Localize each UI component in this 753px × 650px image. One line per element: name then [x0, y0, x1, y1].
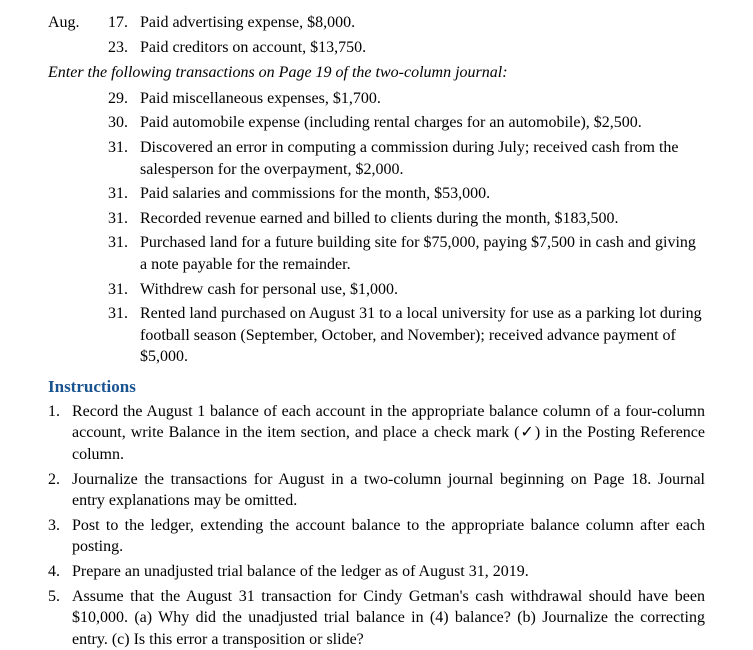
- day-label: 31.: [98, 303, 134, 325]
- transaction-text: Recorded revenue earned and billed to cl…: [134, 208, 705, 230]
- instruction-text: Prepare an unadjusted trial balance of t…: [72, 561, 705, 583]
- transaction-row: 31. Recorded revenue earned and billed t…: [48, 208, 705, 230]
- day-label: 31.: [98, 208, 134, 230]
- instruction-item: 4. Prepare an unadjusted trial balance o…: [48, 561, 705, 583]
- transaction-row: 31. Discovered an error in computing a c…: [48, 137, 705, 180]
- transaction-text: Paid advertising expense, $8,000.: [134, 12, 705, 34]
- transaction-row: 31. Purchased land for a future building…: [48, 232, 705, 275]
- page-instruction: Enter the following transactions on Page…: [48, 62, 705, 84]
- day-label: 17.: [98, 12, 134, 34]
- instruction-item: 1. Record the August 1 balance of each a…: [48, 401, 705, 466]
- transaction-row: 29. Paid miscellaneous expenses, $1,700.: [48, 88, 705, 110]
- instruction-number: 2.: [48, 469, 72, 491]
- instruction-number: 3.: [48, 515, 72, 537]
- transaction-row: 23. Paid creditors on account, $13,750.: [48, 37, 705, 59]
- transactions-section-2: 29. Paid miscellaneous expenses, $1,700.…: [48, 88, 705, 368]
- transaction-row: 31. Rented land purchased on August 31 t…: [48, 303, 705, 368]
- instruction-item: 2. Journalize the transactions for Augus…: [48, 469, 705, 512]
- transaction-row: 30. Paid automobile expense (including r…: [48, 112, 705, 134]
- instruction-text: Post to the ledger, extending the accoun…: [72, 515, 705, 558]
- transaction-text: Paid salaries and commissions for the mo…: [134, 183, 705, 205]
- transaction-text: Purchased land for a future building sit…: [134, 232, 705, 275]
- day-label: 31.: [98, 232, 134, 254]
- instruction-text: Record the August 1 balance of each acco…: [72, 401, 705, 466]
- transaction-text: Withdrew cash for personal use, $1,000.: [134, 279, 705, 301]
- instruction-text: Assume that the August 31 transaction fo…: [72, 586, 705, 650]
- instruction-text: Journalize the transactions for August i…: [72, 469, 705, 512]
- transactions-section-1: Aug. 17. Paid advertising expense, $8,00…: [48, 12, 705, 58]
- instructions-list: 1. Record the August 1 balance of each a…: [48, 401, 705, 650]
- day-label: 29.: [98, 88, 134, 110]
- day-label: 31.: [98, 137, 134, 159]
- transaction-row: Aug. 17. Paid advertising expense, $8,00…: [48, 12, 705, 34]
- instruction-item: 5. Assume that the August 31 transaction…: [48, 586, 705, 650]
- transaction-text: Paid miscellaneous expenses, $1,700.: [134, 88, 705, 110]
- day-label: 31.: [98, 279, 134, 301]
- transaction-row: 31. Paid salaries and commissions for th…: [48, 183, 705, 205]
- transaction-text: Paid creditors on account, $13,750.: [134, 37, 705, 59]
- day-label: 23.: [98, 37, 134, 59]
- day-label: 30.: [98, 112, 134, 134]
- instruction-item: 3. Post to the ledger, extending the acc…: [48, 515, 705, 558]
- transaction-text: Paid automobile expense (including renta…: [134, 112, 705, 134]
- transaction-row: 31. Withdrew cash for personal use, $1,0…: [48, 279, 705, 301]
- day-label: 31.: [98, 183, 134, 205]
- transaction-text: Discovered an error in computing a commi…: [134, 137, 705, 180]
- instruction-number: 1.: [48, 401, 72, 423]
- transaction-text: Rented land purchased on August 31 to a …: [134, 303, 705, 368]
- instructions-heading: Instructions: [48, 376, 705, 399]
- instruction-number: 4.: [48, 561, 72, 583]
- month-label: Aug.: [48, 12, 98, 34]
- instruction-number: 5.: [48, 586, 72, 608]
